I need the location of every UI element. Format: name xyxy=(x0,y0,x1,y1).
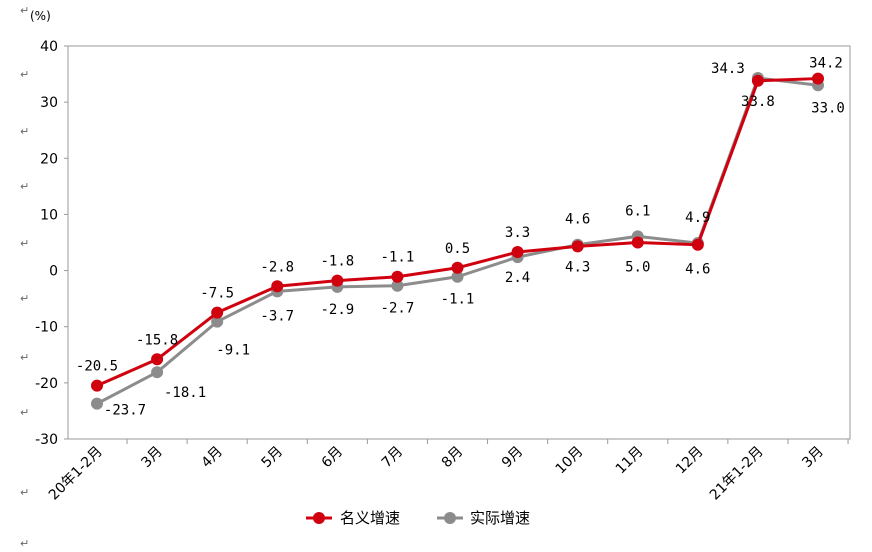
data-label-real: 34.3 xyxy=(711,61,745,77)
data-point-real xyxy=(451,270,464,283)
paragraph-mark: ↵ xyxy=(20,486,29,499)
paragraph-mark: ↵ xyxy=(20,237,29,250)
x-tick-label: 3月 xyxy=(138,444,166,472)
data-point-nominal xyxy=(751,74,764,87)
series-lines xyxy=(91,72,824,410)
x-tick-label: 8月 xyxy=(439,444,467,472)
paragraph-mark: ↵ xyxy=(20,180,29,193)
paragraph-mark: ↵ xyxy=(20,351,29,364)
data-label-real: -3.7 xyxy=(260,308,294,324)
data-point-real xyxy=(391,279,404,292)
data-label-real: 6.1 xyxy=(625,203,650,219)
data-point-nominal xyxy=(211,306,224,319)
y-tick-label: 0 xyxy=(49,264,58,280)
data-labels: -20.5 -15.8 -7.5 -2.8 -1.8 -1.1 0.5 3.3 4.3 5.0 4.… xyxy=(76,56,845,419)
plot-area xyxy=(67,45,851,440)
x-tick-label: 3月 xyxy=(799,444,827,472)
x-tick-label: 20年1-2月 xyxy=(46,444,106,504)
data-point-real xyxy=(91,397,103,410)
x-tick-label: 7月 xyxy=(379,444,407,472)
y-tick-label: 30 xyxy=(40,95,58,111)
data-point-nominal xyxy=(151,353,164,366)
data-label-real: -23.7 xyxy=(104,403,146,419)
paragraph-mark: ↵ xyxy=(20,125,29,138)
paragraph-mark: ↵ xyxy=(20,292,29,305)
data-point-nominal xyxy=(451,261,464,274)
data-label-real: -1.1 xyxy=(441,292,475,308)
data-label-nominal: 34.2 xyxy=(809,56,843,72)
data-point-nominal xyxy=(511,246,524,259)
y-tick-label: 20 xyxy=(40,151,58,167)
legend-label-real: 实际增速 xyxy=(470,509,530,527)
data-label-real: -2.7 xyxy=(381,301,415,317)
data-point-nominal xyxy=(631,236,644,249)
legend-label-nominal: 名义增速 xyxy=(340,509,400,527)
data-point-nominal xyxy=(391,270,404,283)
y-unit-label: (%) xyxy=(30,9,51,23)
x-tick-label: 11月 xyxy=(613,444,647,478)
paragraph-mark: ↵ xyxy=(20,406,29,419)
y-tick-label: -30 xyxy=(35,432,58,448)
data-point-nominal xyxy=(271,280,284,293)
paragraph-mark: ↵ xyxy=(20,68,29,81)
data-label-nominal: 5.0 xyxy=(625,260,650,276)
data-label-real: 4.6 xyxy=(565,212,590,228)
data-label-nominal: -1.8 xyxy=(320,254,354,270)
data-point-nominal xyxy=(691,238,704,251)
data-point-real xyxy=(151,366,164,379)
legend-marker-real xyxy=(444,512,456,524)
data-label-nominal: -7.5 xyxy=(200,286,234,302)
y-axis: 40 30 20 10 0 -10 -20 -30 xyxy=(35,39,68,448)
y-tick-label: -10 xyxy=(35,320,58,336)
x-tick-label: 4月 xyxy=(198,444,226,472)
x-tick-label: 21年1-2月 xyxy=(707,444,767,504)
data-label-real: 2.4 xyxy=(505,270,530,286)
y-tick-label: 40 xyxy=(40,39,58,55)
y-tick-label: 10 xyxy=(40,207,58,223)
data-label-real: 4.9 xyxy=(685,210,710,226)
data-label-nominal: 3.3 xyxy=(505,225,530,241)
data-label-real: -18.1 xyxy=(164,385,206,401)
data-label-real: -9.1 xyxy=(216,343,250,359)
data-point-nominal xyxy=(571,240,584,253)
x-tick-label: 10月 xyxy=(553,444,587,478)
x-tick-label: 12月 xyxy=(673,444,707,478)
paragraph-mark: ↵ xyxy=(20,4,29,17)
data-label-nominal: 4.3 xyxy=(565,259,590,275)
x-axis: 20年1-2月 3月 4月 5月 6月 7月 8月 9月 10月 11月 12月 21年1-2月 3月 xyxy=(46,439,849,504)
data-label-nominal: 0.5 xyxy=(445,241,470,257)
data-label-real: 33.0 xyxy=(811,100,845,116)
paragraph-mark: ↵ xyxy=(20,537,29,550)
legend: 名义增速 实际增速 xyxy=(306,509,530,527)
paragraph-marks: ↵ ↵ ↵ ↵ ↵ ↵ ↵ ↵ ↵ ↵ xyxy=(20,4,29,550)
data-label-nominal: -1.1 xyxy=(381,250,415,266)
data-label-nominal: -15.8 xyxy=(136,332,178,348)
legend-marker-nominal xyxy=(313,512,325,524)
data-label-nominal: -20.5 xyxy=(76,359,118,375)
data-label-nominal: 4.6 xyxy=(685,262,710,278)
data-label-nominal: -2.8 xyxy=(260,259,294,275)
x-tick-label: 6月 xyxy=(319,444,347,472)
x-tick-label: 9月 xyxy=(499,444,527,472)
data-point-real xyxy=(211,315,224,328)
x-tick-label: 5月 xyxy=(259,444,287,472)
data-point-nominal xyxy=(812,72,824,85)
data-point-nominal xyxy=(331,274,344,287)
data-label-nominal: 33.8 xyxy=(741,94,775,110)
data-point-nominal xyxy=(91,379,103,392)
data-label-real: -2.9 xyxy=(320,302,354,318)
y-tick-label: -20 xyxy=(35,376,58,392)
